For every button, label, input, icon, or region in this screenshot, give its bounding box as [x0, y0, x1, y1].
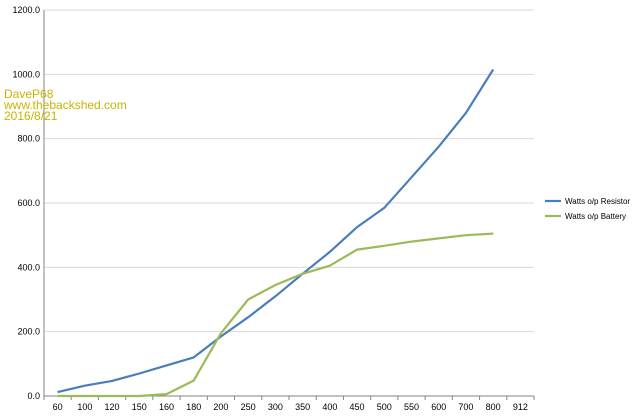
gridlines: [44, 9, 534, 333]
series-line-2: [57, 232, 494, 398]
watermark: DaveP68 www.thebackshed.com 2016/8/21: [4, 87, 127, 123]
x-tick-label: 60: [53, 402, 63, 412]
y-tick-label: 400.0: [17, 262, 40, 272]
x-tick-label: 912: [513, 402, 528, 412]
x-tick-label: 100: [77, 402, 92, 412]
y-tick-label: 1200.0: [12, 5, 40, 15]
y-tick-label: 600.0: [17, 198, 40, 208]
x-tick-label: 120: [105, 402, 120, 412]
y-tick-label: 1000.0: [12, 69, 40, 79]
y-tick-labels: 0.0 200.0 400.0 600.0 800.0 1000.0 1200.0: [12, 5, 40, 401]
x-tick-label: 250: [241, 402, 256, 412]
x-tick-label: 400: [322, 402, 337, 412]
series-lines: [57, 68, 495, 398]
x-tick-label: 800: [486, 402, 501, 412]
x-tick-label: 350: [295, 402, 310, 412]
y-tick-label: 0.0: [27, 391, 40, 401]
axes: [43, 10, 535, 400]
x-tick-label: 700: [458, 402, 473, 412]
x-tick-label: 600: [431, 402, 446, 412]
x-tick-labels: 60 100 120 150 160 180 200 250 300 350 400 450 500 55…: [53, 402, 528, 412]
y-tick-label: 800.0: [17, 134, 40, 144]
series-line-1: [57, 68, 495, 394]
watermark-site: www.thebackshed.com: [4, 98, 127, 112]
x-tick-label: 160: [159, 402, 174, 412]
watermark-date: 2016/8/21: [4, 109, 58, 123]
x-tick-label: 150: [132, 402, 147, 412]
x-tick-label: 180: [186, 402, 201, 412]
legend-label: Watts o/p Battery: [565, 212, 626, 221]
x-tick-label: 550: [404, 402, 419, 412]
x-tick-label: 200: [213, 402, 228, 412]
x-tick-label: 450: [350, 402, 365, 412]
legend: Watts o/p Resistor Watts o/p Battery: [545, 197, 630, 221]
x-tick-label: 500: [377, 402, 392, 412]
y-tick-label: 200.0: [17, 327, 40, 337]
x-tick-label: 300: [268, 402, 283, 412]
legend-label: Watts o/p Resistor: [565, 197, 630, 206]
watermark-author: DaveP68: [4, 87, 54, 101]
